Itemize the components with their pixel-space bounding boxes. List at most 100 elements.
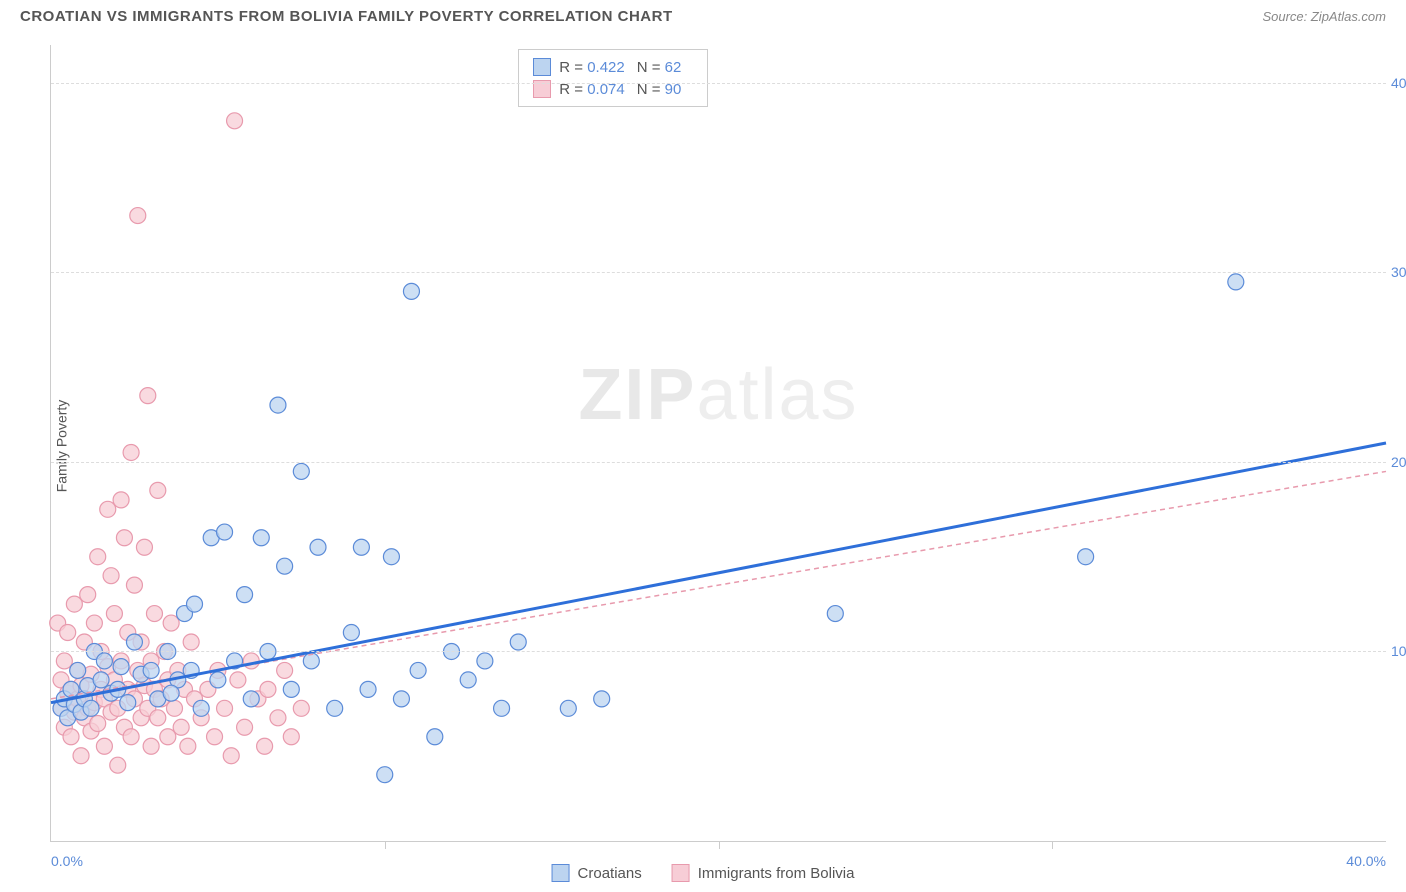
data-point	[90, 549, 106, 565]
data-point	[113, 492, 129, 508]
data-point	[106, 606, 122, 622]
data-point	[510, 634, 526, 650]
data-point	[237, 719, 253, 735]
x-tick-label: 0.0%	[51, 853, 83, 869]
x-tick	[719, 841, 720, 849]
gridline	[51, 651, 1386, 652]
data-point	[140, 388, 156, 404]
data-point	[187, 596, 203, 612]
legend-swatch	[672, 864, 690, 882]
data-point	[56, 653, 72, 669]
data-point	[150, 710, 166, 726]
data-point	[73, 748, 89, 764]
data-point	[217, 700, 233, 716]
data-point	[1078, 549, 1094, 565]
data-point	[93, 672, 109, 688]
data-point	[193, 700, 209, 716]
data-point	[403, 283, 419, 299]
stats-row: R = 0.422N = 62	[533, 56, 693, 78]
data-point	[183, 634, 199, 650]
data-point	[70, 662, 86, 678]
data-point	[163, 615, 179, 631]
data-point	[143, 662, 159, 678]
data-point	[96, 738, 112, 754]
data-point	[237, 587, 253, 603]
data-point	[410, 662, 426, 678]
x-tick	[1052, 841, 1053, 849]
data-point	[100, 501, 116, 517]
data-point	[130, 208, 146, 224]
x-tick-label: 40.0%	[1346, 853, 1386, 869]
data-point	[123, 729, 139, 745]
x-tick	[385, 841, 386, 849]
data-point	[494, 700, 510, 716]
legend-item: Croatians	[552, 864, 642, 882]
data-point	[83, 700, 99, 716]
data-point	[86, 615, 102, 631]
correlation-stats-box: R = 0.422N = 62 R = 0.074N = 90	[518, 49, 708, 107]
data-point	[143, 738, 159, 754]
data-point	[277, 558, 293, 574]
y-tick-label: 10.0%	[1391, 643, 1406, 659]
data-point	[303, 653, 319, 669]
data-point	[60, 625, 76, 641]
legend-label: Immigrants from Bolivia	[698, 865, 855, 882]
data-point	[110, 757, 126, 773]
legend-swatch	[552, 864, 570, 882]
data-point	[270, 710, 286, 726]
data-point	[223, 748, 239, 764]
gridline	[51, 272, 1386, 273]
data-point	[827, 606, 843, 622]
data-point	[63, 729, 79, 745]
data-point	[243, 691, 259, 707]
data-point	[253, 530, 269, 546]
data-point	[377, 767, 393, 783]
legend-label: Croatians	[578, 865, 642, 882]
data-point	[136, 539, 152, 555]
y-tick-label: 20.0%	[1391, 454, 1406, 470]
data-point	[383, 549, 399, 565]
data-point	[243, 653, 259, 669]
source-attribution: Source: ZipAtlas.com	[1262, 9, 1386, 24]
data-point	[103, 568, 119, 584]
data-point	[277, 662, 293, 678]
data-point	[353, 539, 369, 555]
data-point	[283, 681, 299, 697]
data-point	[283, 729, 299, 745]
data-point	[427, 729, 443, 745]
stats-text: R = 0.422N = 62	[559, 59, 693, 76]
scatter-plot-svg	[51, 45, 1386, 841]
data-point	[116, 530, 132, 546]
data-point	[150, 482, 166, 498]
data-point	[594, 691, 610, 707]
data-point	[477, 653, 493, 669]
data-point	[1228, 274, 1244, 290]
data-point	[120, 695, 136, 711]
data-point	[270, 397, 286, 413]
data-point	[230, 672, 246, 688]
y-tick-label: 30.0%	[1391, 264, 1406, 280]
y-tick-label: 40.0%	[1391, 75, 1406, 91]
data-point	[173, 719, 189, 735]
data-point	[460, 672, 476, 688]
data-point	[343, 625, 359, 641]
gridline	[51, 83, 1386, 84]
data-point	[166, 700, 182, 716]
data-point	[210, 672, 226, 688]
data-point	[80, 587, 96, 603]
data-point	[163, 685, 179, 701]
data-point	[126, 634, 142, 650]
data-point	[90, 715, 106, 731]
data-point	[327, 700, 343, 716]
data-point	[123, 444, 139, 460]
data-point	[293, 463, 309, 479]
data-point	[207, 729, 223, 745]
data-point	[66, 596, 82, 612]
data-point	[96, 653, 112, 669]
data-point	[393, 691, 409, 707]
stats-row: R = 0.074N = 90	[533, 78, 693, 100]
data-point	[217, 524, 233, 540]
data-point	[360, 681, 376, 697]
trend-line	[51, 443, 1386, 703]
data-point	[146, 606, 162, 622]
